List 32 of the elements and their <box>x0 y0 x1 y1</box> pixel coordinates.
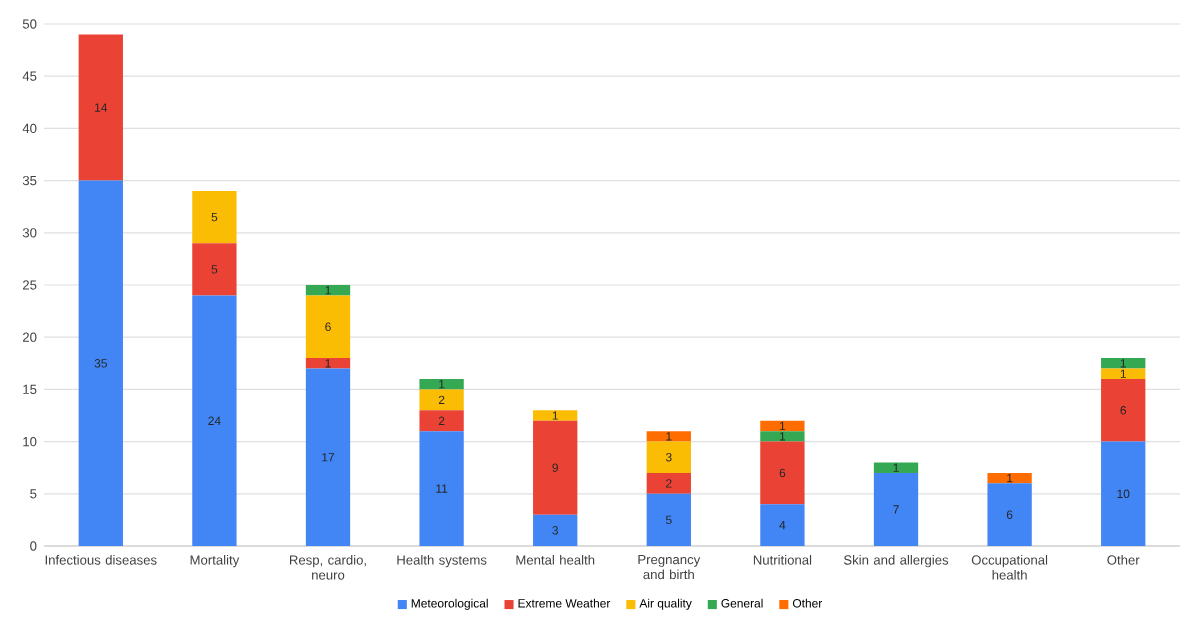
bar <box>646 472 691 494</box>
bar <box>1101 368 1146 379</box>
bar <box>419 389 464 411</box>
bar <box>533 410 578 421</box>
bar <box>419 378 464 390</box>
bar <box>305 295 351 359</box>
bar <box>305 368 351 546</box>
bar <box>192 243 237 296</box>
bar <box>192 191 237 244</box>
bar <box>760 504 805 546</box>
bar <box>1101 378 1146 442</box>
bar <box>873 462 919 473</box>
bar <box>646 431 691 442</box>
bar <box>1101 358 1146 369</box>
bar <box>987 483 1032 546</box>
bar <box>873 472 919 546</box>
bar <box>646 493 691 546</box>
bar <box>419 431 464 546</box>
bar <box>760 431 805 442</box>
bar <box>192 295 237 546</box>
bar <box>305 358 351 369</box>
bar <box>760 420 805 432</box>
bar <box>78 34 123 181</box>
bar <box>760 441 805 505</box>
bar <box>78 180 123 546</box>
bar <box>419 410 464 432</box>
bar <box>646 441 691 473</box>
bar <box>987 472 1032 484</box>
bar <box>305 285 351 296</box>
bar <box>533 420 578 515</box>
bar <box>1101 441 1146 546</box>
bar <box>533 514 578 546</box>
